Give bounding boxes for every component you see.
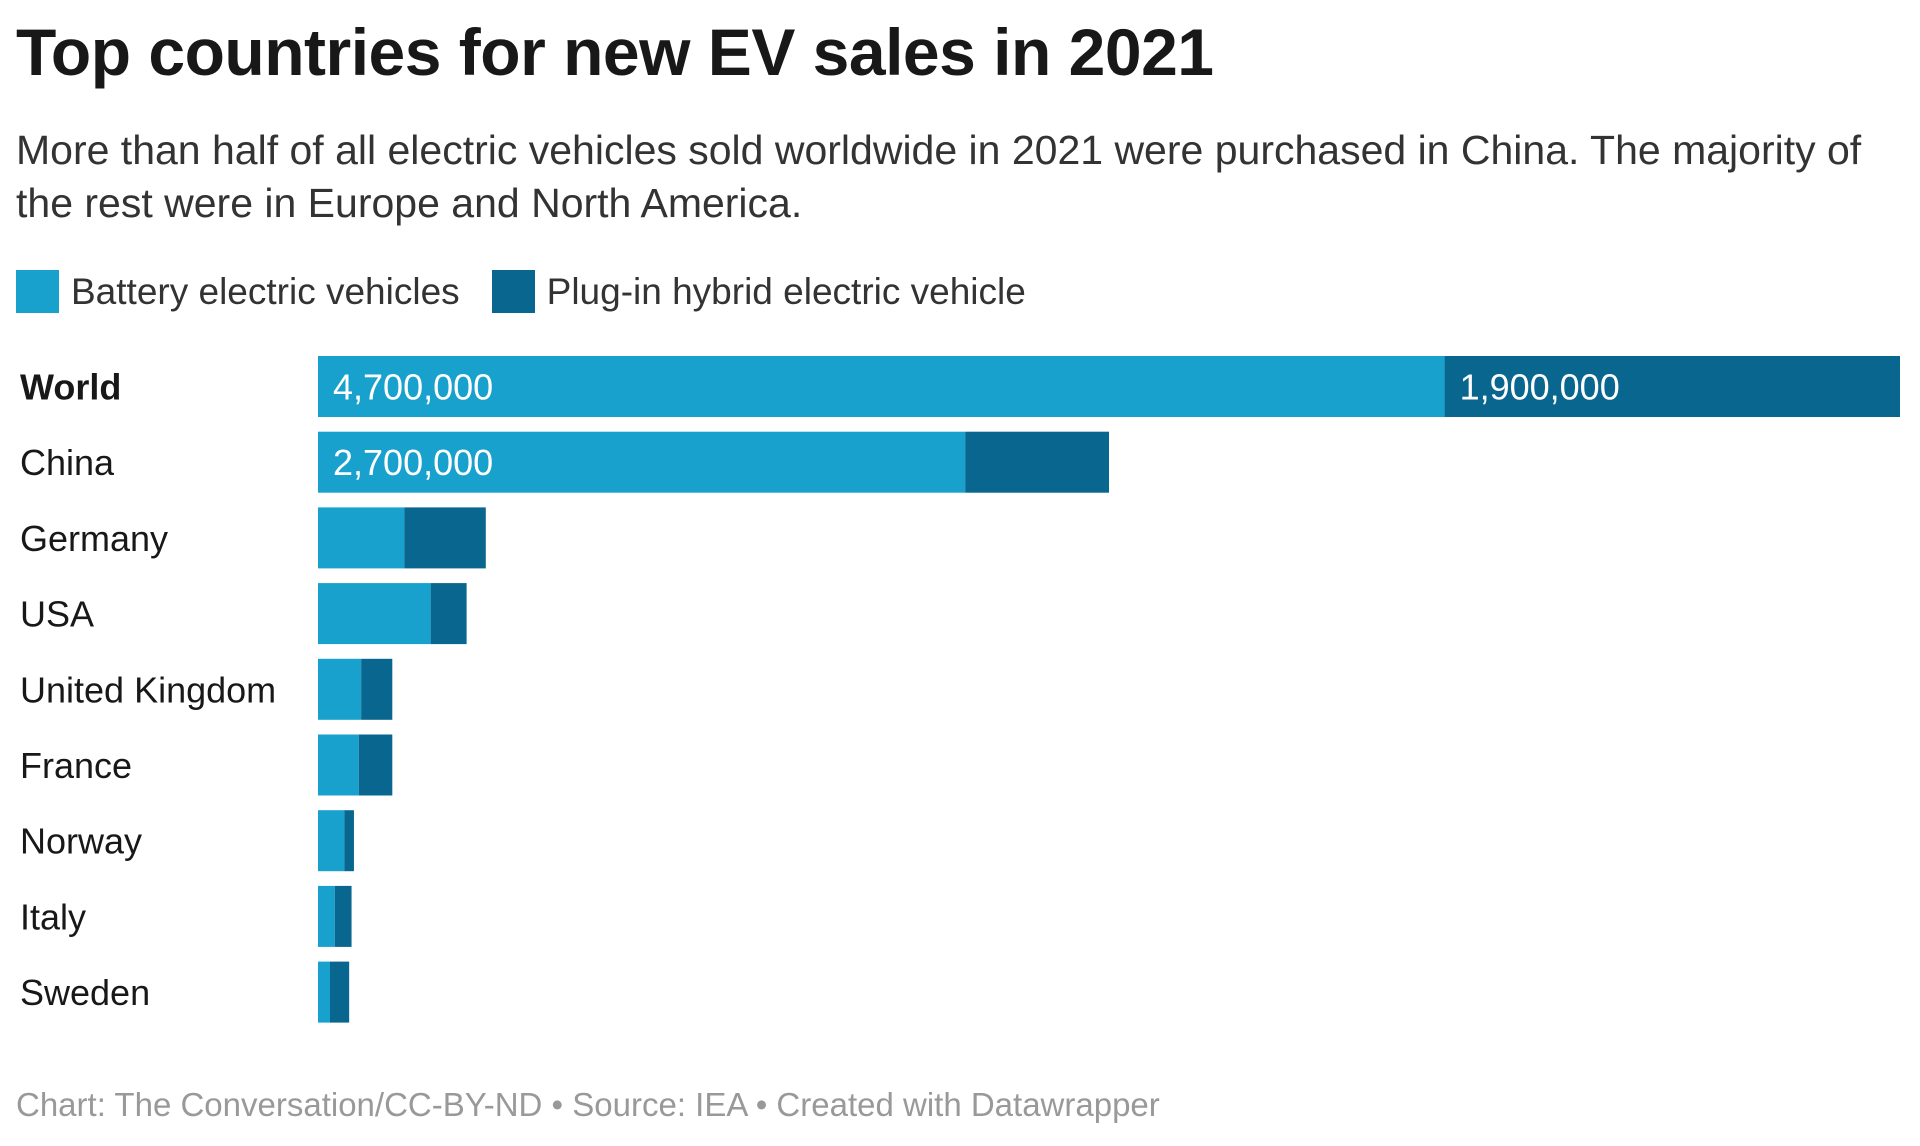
category-label: Germany (20, 518, 168, 559)
category-label: USA (20, 594, 94, 635)
category-label: China (20, 442, 115, 483)
data-label: 1,900,000 (1460, 367, 1620, 408)
data-label: 2,700,000 (333, 442, 493, 483)
bar-phev (430, 583, 467, 645)
legend-item-bev: Battery electric vehicles (16, 270, 460, 313)
bar-phev (334, 885, 352, 947)
category-label: Norway (20, 821, 142, 862)
bar-bev (318, 356, 1445, 417)
bar-bev (318, 810, 345, 872)
bar-bev (318, 431, 966, 493)
legend-swatch-bev (16, 270, 59, 313)
legend-label-bev: Battery electric vehicles (71, 270, 460, 312)
bar-bev (318, 583, 431, 645)
chart-subtitle: More than half of all electric vehicles … (16, 127, 1862, 226)
bar-phev (361, 658, 393, 720)
legend-label-phev: Plug-in hybrid electric vehicle (546, 270, 1026, 312)
chart-title: Top countries for new EV sales in 2021 (16, 15, 1214, 89)
bar-phev (404, 507, 486, 569)
bar-bev (318, 734, 359, 796)
category-label: World (20, 367, 121, 408)
legend: Battery electric vehicles Plug-in hybrid… (16, 270, 1026, 313)
category-label: Sweden (20, 972, 150, 1013)
bar-bev (318, 885, 335, 947)
bar-bev (318, 658, 362, 720)
legend-item-phev: Plug-in hybrid electric vehicle (491, 270, 1026, 313)
chart-footer: Chart: The Conversation/CC-BY-ND • Sourc… (16, 1086, 1160, 1123)
category-label: France (20, 745, 132, 786)
bar-bev (318, 507, 405, 569)
bar-phev (358, 734, 393, 796)
bar-phev (344, 810, 354, 872)
bar-phev (965, 431, 1109, 493)
legend-swatch-phev (491, 270, 535, 313)
bar-bev (318, 961, 330, 1023)
data-label: 4,700,000 (333, 367, 493, 408)
bar-phev (1444, 356, 1900, 417)
category-label: Italy (20, 896, 86, 937)
category-label: United Kingdom (20, 669, 276, 710)
bar-phev (329, 961, 350, 1023)
